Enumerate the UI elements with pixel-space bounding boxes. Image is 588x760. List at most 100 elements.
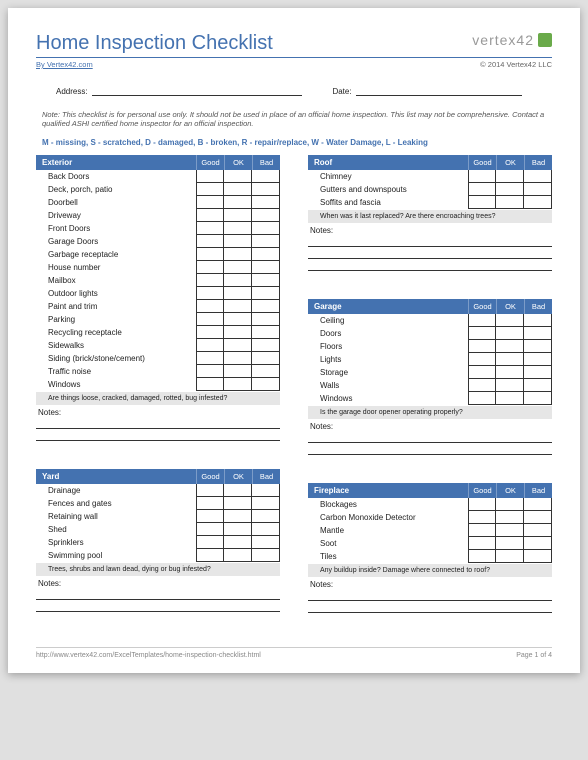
checkbox-cell[interactable] [252,274,280,287]
checkbox-cell[interactable] [196,365,224,378]
checkbox-cell[interactable] [496,524,524,537]
checkbox-cell[interactable] [252,326,280,339]
checkbox-cell[interactable] [196,536,224,549]
notes-line[interactable] [36,588,280,600]
checkbox-cell[interactable] [224,497,252,510]
checkbox-cell[interactable] [252,313,280,326]
checkbox-cell[interactable] [252,261,280,274]
checkbox-cell[interactable] [468,498,496,511]
notes-line[interactable] [308,443,552,455]
checkbox-cell[interactable] [468,366,496,379]
checkbox-cell[interactable] [224,365,252,378]
notes-line[interactable] [36,429,280,441]
checkbox-cell[interactable] [196,523,224,536]
checkbox-cell[interactable] [524,340,552,353]
checkbox-cell[interactable] [524,537,552,550]
checkbox-cell[interactable] [524,498,552,511]
checkbox-cell[interactable] [196,549,224,562]
checkbox-cell[interactable] [496,498,524,511]
checkbox-cell[interactable] [252,235,280,248]
checkbox-cell[interactable] [196,235,224,248]
checkbox-cell[interactable] [496,379,524,392]
checkbox-cell[interactable] [524,353,552,366]
byline-link[interactable]: By Vertex42.com [36,60,93,69]
checkbox-cell[interactable] [468,196,496,209]
checkbox-cell[interactable] [224,549,252,562]
checkbox-cell[interactable] [196,352,224,365]
checkbox-cell[interactable] [224,248,252,261]
checkbox-cell[interactable] [524,314,552,327]
checkbox-cell[interactable] [252,378,280,391]
checkbox-cell[interactable] [496,314,524,327]
checkbox-cell[interactable] [524,366,552,379]
checkbox-cell[interactable] [524,183,552,196]
checkbox-cell[interactable] [196,196,224,209]
checkbox-cell[interactable] [468,327,496,340]
checkbox-cell[interactable] [224,274,252,287]
checkbox-cell[interactable] [252,339,280,352]
checkbox-cell[interactable] [224,536,252,549]
checkbox-cell[interactable] [252,300,280,313]
checkbox-cell[interactable] [468,392,496,405]
checkbox-cell[interactable] [252,365,280,378]
checkbox-cell[interactable] [224,235,252,248]
checkbox-cell[interactable] [524,392,552,405]
notes-line[interactable] [308,589,552,601]
checkbox-cell[interactable] [196,326,224,339]
checkbox-cell[interactable] [196,183,224,196]
checkbox-cell[interactable] [196,287,224,300]
checkbox-cell[interactable] [252,352,280,365]
address-line[interactable] [92,95,303,96]
checkbox-cell[interactable] [196,484,224,497]
notes-line[interactable] [308,431,552,443]
checkbox-cell[interactable] [196,170,224,183]
checkbox-cell[interactable] [224,313,252,326]
checkbox-cell[interactable] [496,353,524,366]
checkbox-cell[interactable] [524,196,552,209]
checkbox-cell[interactable] [496,511,524,524]
checkbox-cell[interactable] [224,209,252,222]
checkbox-cell[interactable] [252,196,280,209]
checkbox-cell[interactable] [496,340,524,353]
date-line[interactable] [356,95,522,96]
checkbox-cell[interactable] [252,523,280,536]
checkbox-cell[interactable] [468,170,496,183]
checkbox-cell[interactable] [224,484,252,497]
checkbox-cell[interactable] [252,287,280,300]
notes-line[interactable] [308,235,552,247]
checkbox-cell[interactable] [196,209,224,222]
checkbox-cell[interactable] [196,300,224,313]
checkbox-cell[interactable] [496,392,524,405]
checkbox-cell[interactable] [224,300,252,313]
checkbox-cell[interactable] [524,170,552,183]
notes-line[interactable] [36,417,280,429]
checkbox-cell[interactable] [224,339,252,352]
checkbox-cell[interactable] [196,261,224,274]
checkbox-cell[interactable] [252,536,280,549]
checkbox-cell[interactable] [468,511,496,524]
checkbox-cell[interactable] [196,510,224,523]
checkbox-cell[interactable] [224,287,252,300]
checkbox-cell[interactable] [224,170,252,183]
checkbox-cell[interactable] [224,196,252,209]
checkbox-cell[interactable] [524,327,552,340]
checkbox-cell[interactable] [524,550,552,563]
checkbox-cell[interactable] [252,484,280,497]
checkbox-cell[interactable] [496,327,524,340]
checkbox-cell[interactable] [196,339,224,352]
notes-line[interactable] [308,247,552,259]
checkbox-cell[interactable] [224,523,252,536]
checkbox-cell[interactable] [468,550,496,563]
checkbox-cell[interactable] [468,353,496,366]
checkbox-cell[interactable] [252,248,280,261]
checkbox-cell[interactable] [496,550,524,563]
checkbox-cell[interactable] [252,183,280,196]
notes-line[interactable] [36,600,280,612]
checkbox-cell[interactable] [468,314,496,327]
checkbox-cell[interactable] [496,366,524,379]
checkbox-cell[interactable] [468,524,496,537]
checkbox-cell[interactable] [224,183,252,196]
checkbox-cell[interactable] [196,497,224,510]
checkbox-cell[interactable] [468,340,496,353]
checkbox-cell[interactable] [196,313,224,326]
